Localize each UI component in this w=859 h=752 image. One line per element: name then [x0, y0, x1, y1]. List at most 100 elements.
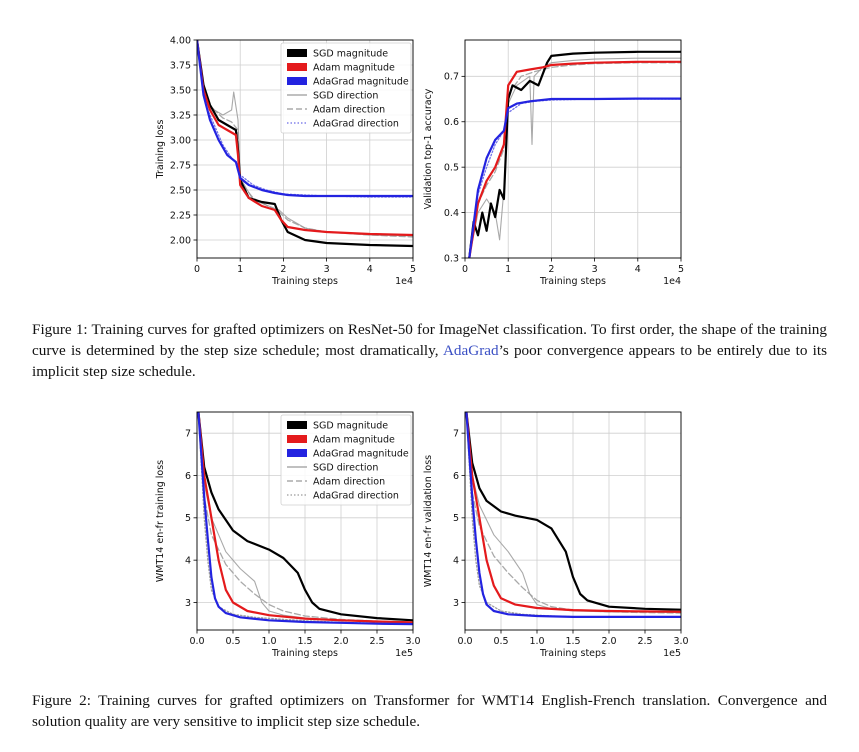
x-tick-label: 4	[367, 264, 373, 275]
chart-training-loss: 0 1 2 3 4 5 2.00 2.25 2.50 2.75 3.00 3.25 3.50 3.75 4.…	[155, 35, 416, 287]
series-line-adam-magnitude	[468, 60, 681, 258]
series-line-adam-direction	[468, 62, 681, 258]
series-line-adagrad-direction	[465, 412, 681, 618]
series-lines	[468, 50, 681, 258]
adagrad-link[interactable]: AdaGrad	[442, 342, 499, 359]
legend-label-adam-magnitude: Adam magnitude	[313, 62, 395, 73]
y-tick-label: 6	[185, 471, 191, 482]
series-line-adam-magnitude	[197, 40, 413, 237]
legend-swatch-sgd-magnitude	[287, 49, 307, 57]
y-tick-label: 2.50	[170, 185, 191, 196]
y-tick-label: 2.25	[170, 210, 191, 221]
y-tick-label: 6	[453, 471, 459, 482]
x-tick-label: 2	[548, 264, 554, 275]
legend-label-adagrad-magnitude: AdaGrad magnitude	[313, 76, 409, 87]
series-lines	[197, 40, 413, 248]
series-line-adam-magnitude	[197, 412, 413, 624]
y-tick-label: 4	[185, 555, 191, 566]
x-axis-offset-label: 1e4	[395, 276, 413, 287]
x-tick-label: 4	[635, 264, 641, 275]
x-tick-label: 3	[592, 264, 598, 275]
y-tick-label: 4.00	[170, 35, 191, 46]
x-tick-label: 5	[410, 264, 416, 275]
legend-label-adam-direction: Adam direction	[313, 104, 385, 115]
x-tick-label: 3.0	[405, 636, 420, 647]
series-line-sgd-magnitude	[465, 412, 681, 611]
x-axis-label: Training steps	[539, 276, 606, 287]
figure-1-caption-text-2: ’s poor convergence appears to be entire…	[32, 342, 827, 380]
series-line-sgd-direction	[465, 412, 681, 614]
x-tick-label: 3	[324, 264, 330, 275]
axes-frame	[464, 39, 682, 259]
series-lines	[465, 412, 681, 618]
legend-label-adagrad-magnitude: AdaGrad magnitude	[313, 448, 409, 459]
y-tick-label: 5	[185, 513, 191, 524]
series-line-adam-direction	[465, 412, 681, 614]
y-tick-label: 0.4	[444, 208, 459, 219]
x-axis-offset-label: 1e5	[663, 648, 681, 659]
x-tick-label: 1.0	[261, 636, 276, 647]
y-tick-label: 2.75	[170, 160, 191, 171]
figure-1-caption: Figure 1: Training curves for grafted op…	[32, 319, 827, 382]
legend-swatch-adam-magnitude	[287, 435, 307, 443]
y-tick-label: 4	[453, 555, 459, 566]
y-tick-label: 0.7	[444, 72, 459, 83]
y-tick-label: 0.5	[444, 162, 459, 173]
x-tick-label: 3.0	[673, 636, 688, 647]
x-axis-label: Training steps	[539, 648, 606, 659]
x-tick-label: 1.5	[565, 636, 580, 647]
x-tick-label: 2.5	[637, 636, 652, 647]
figure-2-caption: Figure 2: Training curves for grafted op…	[32, 690, 827, 732]
series-line-sgd-magnitude	[468, 50, 681, 258]
chart-wmt-validation-loss: 0.0 0.5 1.0 1.5 2.0 2.5 3.0 3 4 5 6 7 Training steps…	[423, 411, 688, 659]
y-axis-label: Validation top-1 accuracy	[423, 88, 434, 209]
x-tick-label: 1	[505, 264, 511, 275]
x-axis-label: Training steps	[271, 648, 338, 659]
x-tick-label: 2.0	[601, 636, 616, 647]
x-axis-offset-label: 1e4	[663, 276, 681, 287]
legend-label-sgd-magnitude: SGD magnitude	[313, 48, 388, 59]
series-line-sgd-magnitude	[197, 412, 413, 622]
y-tick-label: 3.50	[170, 85, 191, 96]
y-tick-label: 3	[185, 598, 191, 609]
figure-1-label: Figure 1:	[32, 321, 88, 338]
x-tick-label: 1	[237, 264, 243, 275]
x-tick-label: 1.0	[529, 636, 544, 647]
legend-label-sgd-direction: SGD direction	[313, 90, 378, 101]
axes-frame	[196, 411, 414, 631]
chart-wmt-training-loss: 0.0 0.5 1.0 1.5 2.0 2.5 3.0 3 4 5 6 7 Training steps…	[155, 411, 420, 659]
legend-label-adam-direction: Adam direction	[313, 476, 385, 487]
series-line-adam-direction	[197, 412, 413, 623]
figure-2-caption-text: Training curves for grafted optimizers o…	[32, 692, 827, 730]
x-tick-label: 1.5	[297, 636, 312, 647]
legend-box	[280, 414, 412, 506]
legend-label-adagrad-direction: AdaGrad direction	[313, 118, 399, 129]
legend-label-adam-magnitude: Adam magnitude	[313, 434, 395, 445]
x-tick-label: 2.0	[333, 636, 348, 647]
y-tick-label: 3.25	[170, 110, 191, 121]
series-line-adam-magnitude	[465, 412, 681, 613]
legend-swatch-sgd-magnitude	[287, 421, 307, 429]
figure-2: 0.0 0.5 1.0 1.5 2.0 2.5 3.0 3 4 5 6 7 Training steps…	[150, 402, 690, 664]
legend-swatch-adagrad-magnitude	[287, 449, 307, 457]
x-tick-label: 0.5	[225, 636, 240, 647]
y-tick-label: 3.00	[170, 135, 191, 146]
grid	[464, 412, 682, 630]
legend-label-sgd-magnitude: SGD magnitude	[313, 420, 388, 431]
y-tick-label: 2.00	[170, 235, 191, 246]
x-tick-label: 5	[678, 264, 684, 275]
x-tick-label: 0	[194, 264, 200, 275]
y-axis-label: WMT14 en-fr validation loss	[423, 455, 434, 587]
series-line-adagrad-magnitude	[197, 40, 413, 198]
x-tick-label: 0	[462, 264, 468, 275]
y-tick-label: 3	[453, 598, 459, 609]
legend: SGD magnitude Adam magnitude AdaGrad magni…	[280, 414, 412, 506]
legend: SGD magnitude Adam magnitude AdaGrad magni…	[280, 42, 412, 134]
legend-box	[280, 42, 412, 134]
x-tick-label: 0.5	[493, 636, 508, 647]
x-tick-label: 0.0	[457, 636, 472, 647]
legend-label-adagrad-direction: AdaGrad direction	[313, 490, 399, 501]
y-tick-label: 5	[453, 513, 459, 524]
x-tick-label: 2.5	[369, 636, 384, 647]
axes-frame	[196, 39, 414, 259]
